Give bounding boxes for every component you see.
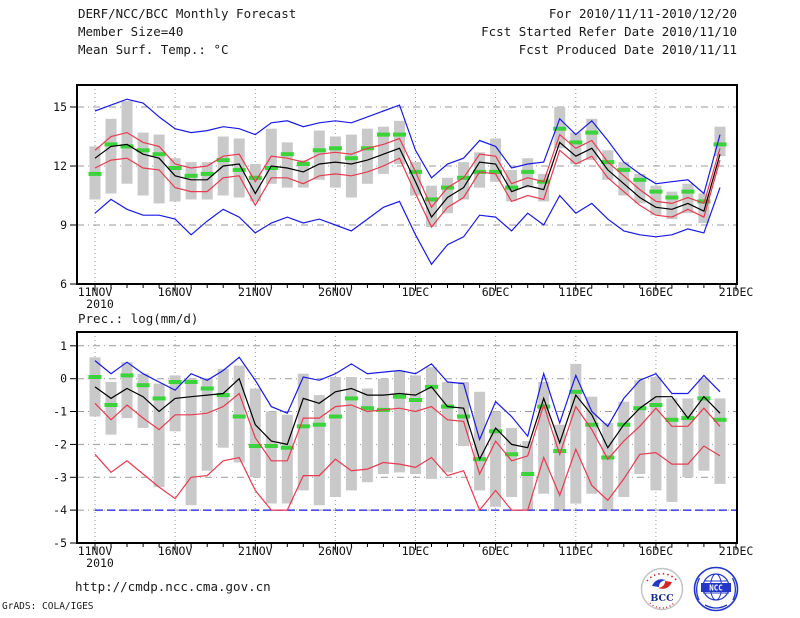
member-size-label: Member Size=40	[78, 24, 184, 39]
svg-text:-4: -4	[53, 503, 67, 517]
svg-text:1: 1	[60, 339, 67, 353]
svg-text:6: 6	[60, 277, 67, 291]
produced-date-label: Fcst Produced Date 2010/11/11	[518, 42, 737, 57]
bcc-logo-ring	[640, 567, 684, 611]
svg-text:26NOV: 26NOV	[318, 544, 353, 558]
series-ensemble-min	[94, 187, 721, 266]
svg-text:11DEC: 11DEC	[558, 544, 593, 558]
ncc-logo-banner	[701, 583, 731, 592]
x-axis-ticks	[94, 285, 737, 291]
svg-text:-5: -5	[53, 536, 67, 550]
svg-text:1DEC: 1DEC	[402, 285, 430, 299]
plot-frame	[76, 84, 738, 285]
plot-frame	[76, 331, 738, 544]
svg-text:1DEC: 1DEC	[402, 544, 430, 558]
svg-text:2010: 2010	[86, 297, 114, 311]
svg-text:-1: -1	[53, 405, 67, 419]
ncc-logo-base	[704, 604, 728, 609]
svg-text:6DEC: 6DEC	[482, 285, 510, 299]
svg-text:16DEC: 16DEC	[639, 544, 674, 558]
svg-text:11NOV: 11NOV	[78, 285, 113, 299]
svg-text:11NOV: 11NOV	[78, 544, 113, 558]
svg-text:21DEC: 21DEC	[719, 285, 754, 299]
series-ensemble-max	[94, 98, 721, 195]
forecast-range-label: For 2010/11/11-2010/12/20	[548, 6, 737, 21]
series-lower-spread	[94, 149, 721, 229]
bcc-logo-swirl-red	[658, 581, 672, 589]
svg-text:16DEC: 16DEC	[639, 285, 674, 299]
svg-text:2010: 2010	[86, 556, 114, 570]
series-ensemble-mean	[94, 377, 721, 461]
refer-date-label: Fcst Started Refer Date 2010/11/10	[481, 24, 737, 39]
series-ensemble-mean	[94, 141, 721, 219]
series-upper-spread	[94, 392, 721, 476]
svg-text:21NOV: 21NOV	[238, 285, 273, 299]
ncc-logo: NCC	[693, 566, 739, 612]
grads-credit: GrADS: COLA/IGES	[2, 601, 94, 612]
y-axis-ticks: 1 0 -1 -2 -3 -4 -5	[53, 339, 76, 550]
svg-text:6DEC: 6DEC	[482, 544, 510, 558]
bcc-logo-swirl-blue	[652, 579, 666, 587]
svg-text:21DEC: 21DEC	[719, 544, 754, 558]
series-upper-spread	[94, 131, 721, 209]
bcc-logo: BCC	[640, 567, 684, 611]
series-ensemble-max	[94, 356, 721, 442]
plot-title: DERF/NCC/BCC Monthly Forecast	[78, 6, 297, 21]
ncc-logo-wreath-right	[731, 577, 737, 601]
svg-text:16NOV: 16NOV	[158, 285, 193, 299]
ncc-logo-text: NCC	[709, 584, 723, 593]
x-axis-ticks	[94, 544, 737, 550]
svg-text:12: 12	[53, 159, 67, 173]
svg-text:11DEC: 11DEC	[558, 285, 593, 299]
spread-bars	[89, 357, 726, 511]
svg-text:-2: -2	[53, 437, 67, 451]
svg-text:-3: -3	[53, 470, 67, 484]
website-url: http://cmdp.ncc.cma.gov.cn	[75, 579, 271, 594]
series-lower-spread	[94, 445, 721, 512]
svg-text:15: 15	[53, 100, 67, 114]
svg-text:16NOV: 16NOV	[158, 544, 193, 558]
obs-dashes	[88, 373, 727, 476]
svg-text:0: 0	[60, 372, 67, 386]
ncc-logo-wreath-left	[695, 577, 701, 601]
svg-text:26NOV: 26NOV	[318, 285, 353, 299]
svg-text:9: 9	[60, 218, 67, 232]
svg-text:21NOV: 21NOV	[238, 544, 273, 558]
panel1-title: Mean Surf. Temp.: °C	[78, 42, 229, 57]
y-axis-ticks: 6 9 12 15	[53, 100, 76, 291]
panel2-title: Prec.: log(mm/d)	[78, 311, 199, 326]
bcc-logo-text: BCC	[650, 593, 674, 604]
